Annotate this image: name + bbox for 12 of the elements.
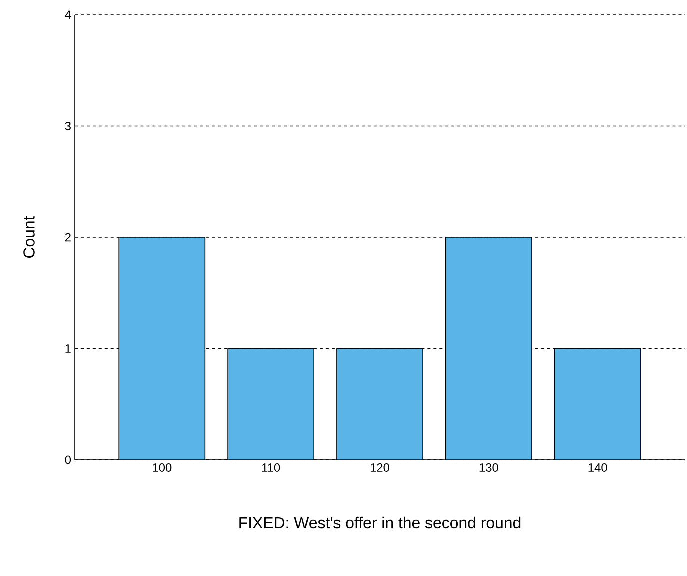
x-tick-label: 140: [588, 464, 608, 472]
y-tick-label: 1: [66, 344, 71, 353]
x-axis-title: FIXED: West's offer in the second round: [240, 516, 521, 529]
y-tick-label: 0: [65, 456, 72, 464]
y-tick-label: 3: [65, 122, 71, 130]
y-tick-label: 4: [65, 10, 72, 20]
x-tick-label: 120: [370, 464, 390, 472]
x-tick-label: 100: [153, 464, 172, 472]
y-tick-label: 2: [65, 233, 71, 242]
x-tick-label: 110: [262, 464, 280, 472]
y-axis-title: Count: [24, 216, 35, 258]
x-tick-label: 130: [480, 464, 498, 472]
